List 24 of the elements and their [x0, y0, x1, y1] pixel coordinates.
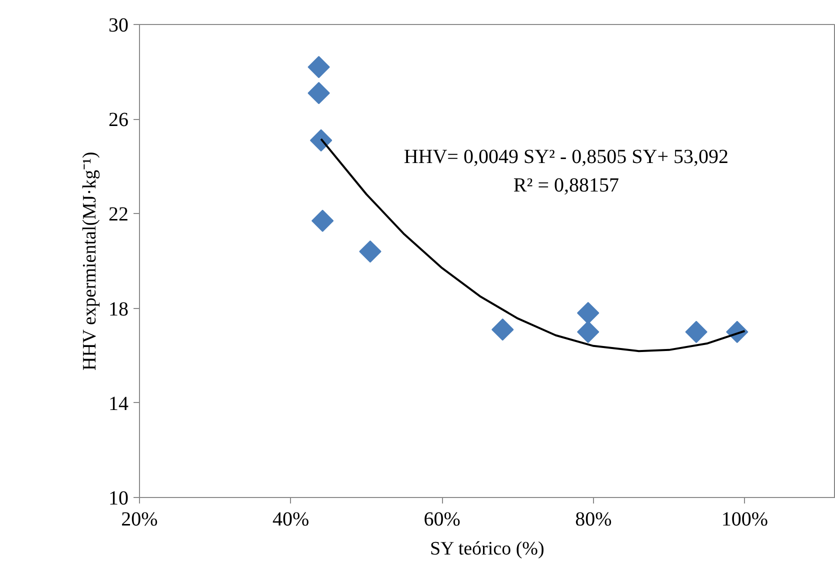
annotation: HHV= 0,0049 SY² - 0,8505 SY+ 53,092 — [404, 146, 729, 168]
x-tick-label: 40% — [272, 508, 310, 530]
y-tick-label: 30 — [108, 14, 128, 36]
point — [492, 318, 514, 341]
point — [577, 320, 600, 344]
x-tick-label: 60% — [424, 508, 460, 530]
point — [577, 302, 600, 324]
y-tick-label: 14 — [108, 392, 128, 415]
point — [310, 129, 332, 152]
point — [308, 82, 330, 104]
point — [685, 320, 708, 344]
y-axis-title: HHV expermiental(MJ·kg⁻¹) — [80, 152, 100, 371]
y-tick-label: 10 — [108, 488, 128, 510]
y-tick-label: 22 — [108, 204, 128, 226]
point — [308, 56, 330, 78]
x-tick-label: 100% — [721, 508, 768, 530]
x-axis-title: SY teórico (%) — [430, 538, 544, 560]
point — [311, 210, 334, 232]
x-tick-label: 20% — [121, 508, 158, 530]
y-tick-label: 18 — [108, 298, 128, 320]
x-tick-label: 80% — [575, 508, 612, 530]
y-tick-label: 26 — [108, 109, 128, 132]
point — [359, 240, 382, 263]
annotation: R² = 0,88157 — [513, 174, 619, 196]
